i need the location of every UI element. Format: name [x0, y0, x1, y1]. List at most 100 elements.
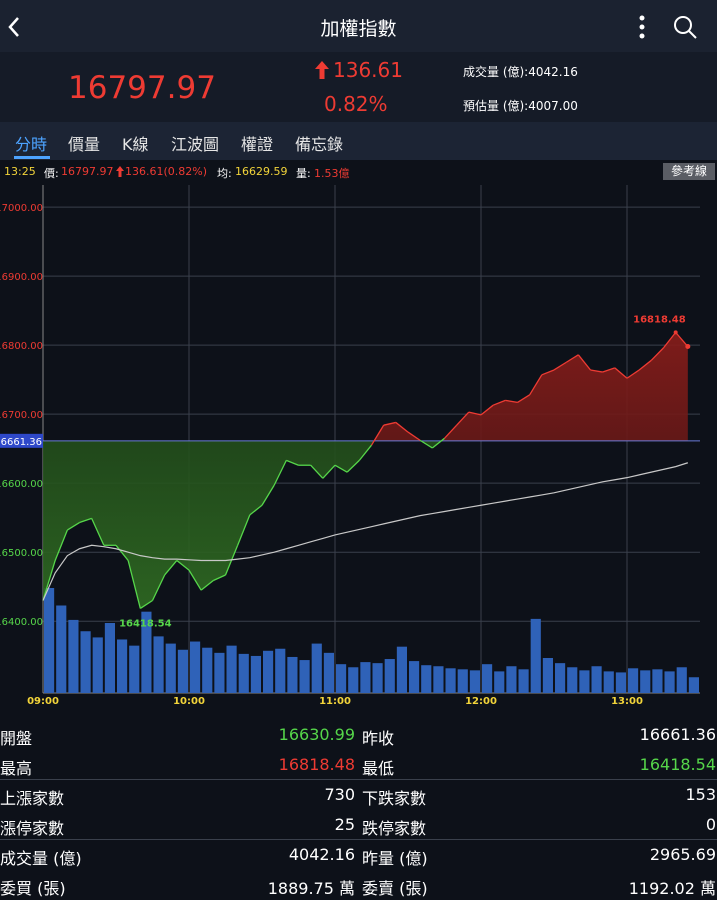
price-line-seg [79, 517, 92, 524]
price-line-seg [492, 399, 506, 406]
price-line-seg [261, 484, 275, 506]
stat-value: 16418.54 [639, 755, 716, 774]
volume-bar [518, 669, 529, 693]
volume-bar [165, 643, 176, 693]
volume-bar [421, 665, 432, 693]
volume-bar [263, 650, 274, 693]
volume-bar [628, 668, 639, 693]
volume-bar [92, 637, 103, 693]
price-line-seg [66, 521, 80, 531]
price-line-seg [213, 574, 226, 582]
high-point [673, 330, 678, 335]
volume-bar [129, 645, 140, 693]
price-line-seg [346, 459, 360, 473]
price-line-seg [577, 354, 592, 371]
price-line-seg [383, 421, 396, 426]
divider [0, 839, 717, 840]
price-line-seg [54, 529, 68, 561]
price-line-seg [505, 399, 518, 404]
y-tick-label: 16600.00 [0, 479, 43, 490]
price-line-seg [553, 361, 567, 371]
vol: 1.53億 [314, 167, 350, 180]
header: 加權指數 [0, 0, 717, 52]
stat-value: 730 [324, 785, 355, 804]
stat-value: 1889.75 萬 [267, 879, 355, 898]
y-tick-label: 17000.00 [0, 203, 43, 214]
volume-bar [457, 669, 468, 693]
x-tick-label: 13:00 [611, 696, 643, 707]
stats-row: 委買 (張) 1889.75 萬委賣 (張) 1192.02 萬 [0, 870, 717, 900]
area-down [43, 440, 442, 609]
info-bar: 13:25 價: 16797.97 136.61(0.82%) 均: 16629… [0, 160, 717, 185]
ref-button[interactable]: 參考線 [663, 163, 715, 180]
y-tick-label: 16800.00 [0, 341, 43, 352]
price-line-seg [529, 374, 543, 396]
tab[interactable]: 江波圖 [171, 135, 220, 154]
divider [0, 779, 717, 780]
price-line-seg [480, 404, 494, 416]
volume-bar [688, 677, 699, 693]
price-line-seg [115, 544, 129, 561]
price-line-seg [370, 424, 385, 446]
tab[interactable]: 價量 [68, 135, 101, 154]
price-line-seg [590, 369, 603, 373]
chart: 17000.00 16900.00 16800.00 16700.00 16600.00… [0, 185, 717, 710]
price-line-seg [127, 560, 141, 609]
price-label: 價: [44, 167, 59, 180]
volume-bar [44, 588, 55, 693]
price-line-seg [358, 444, 373, 461]
stat-label: 委賣 (張) [362, 879, 428, 898]
menu-button[interactable] [636, 14, 648, 40]
change: 136.61(0.82%) [125, 165, 208, 178]
volume-bar [603, 671, 614, 693]
stat-value: 16661.36 [639, 725, 716, 744]
stat-value: 2965.69 [649, 845, 716, 864]
stats-row: 上漲家數 730 下跌家數 153 [0, 780, 717, 810]
stat-label: 最高 [0, 759, 33, 778]
volume-bar [542, 658, 553, 693]
price-line-seg [468, 411, 482, 416]
stat-value: 0 [705, 815, 716, 834]
volume-bar [80, 631, 91, 693]
price-line-seg [334, 464, 348, 473]
up-arrow [116, 166, 124, 177]
volume-bar [360, 662, 371, 693]
volume-bar [348, 667, 359, 693]
price-line-seg [200, 579, 214, 591]
stats-row: 漲停家數 25 跌停家數 0 [0, 810, 717, 840]
volume-bar [396, 646, 407, 693]
stat-label: 昨量 (億) [362, 849, 428, 868]
reference-label: 16661.36 [0, 437, 42, 448]
price: 16797.97 [68, 70, 216, 106]
price-line-seg [602, 367, 616, 373]
volume-bar [567, 667, 578, 693]
x-tick-label: 09:00 [27, 696, 59, 707]
volume-bar [433, 666, 444, 693]
tab[interactable]: 備忘錄 [295, 135, 344, 154]
price-line-seg [310, 464, 324, 479]
tab-underline [14, 156, 50, 159]
price-line-seg [91, 518, 105, 546]
price-line-seg [151, 574, 166, 601]
price-line-seg [517, 394, 531, 403]
volume-bar [153, 636, 164, 693]
price-line-seg [176, 559, 190, 571]
volume-bar [506, 666, 517, 693]
up-arrow [315, 61, 329, 79]
volume-bar [226, 645, 237, 693]
tab[interactable]: K線 [122, 135, 149, 154]
price-line-seg [407, 431, 421, 441]
vol-label: 量: [296, 167, 311, 180]
avg: 16629.59 [235, 165, 288, 178]
search-button[interactable] [672, 14, 698, 40]
back-button[interactable] [6, 16, 22, 38]
reference-tag [0, 433, 43, 448]
tab[interactable]: 分時 [15, 135, 48, 154]
price-line-seg [565, 354, 579, 363]
stats-table: 開盤 16630.99 昨收 16661.36 最高 16818.48 最低 16418.54… [0, 720, 717, 900]
x-tick-label: 11:00 [319, 696, 351, 707]
tab[interactable]: 權證 [241, 135, 274, 154]
y-tick-label: 16700.00 [0, 410, 43, 421]
volume-bar [640, 670, 651, 693]
